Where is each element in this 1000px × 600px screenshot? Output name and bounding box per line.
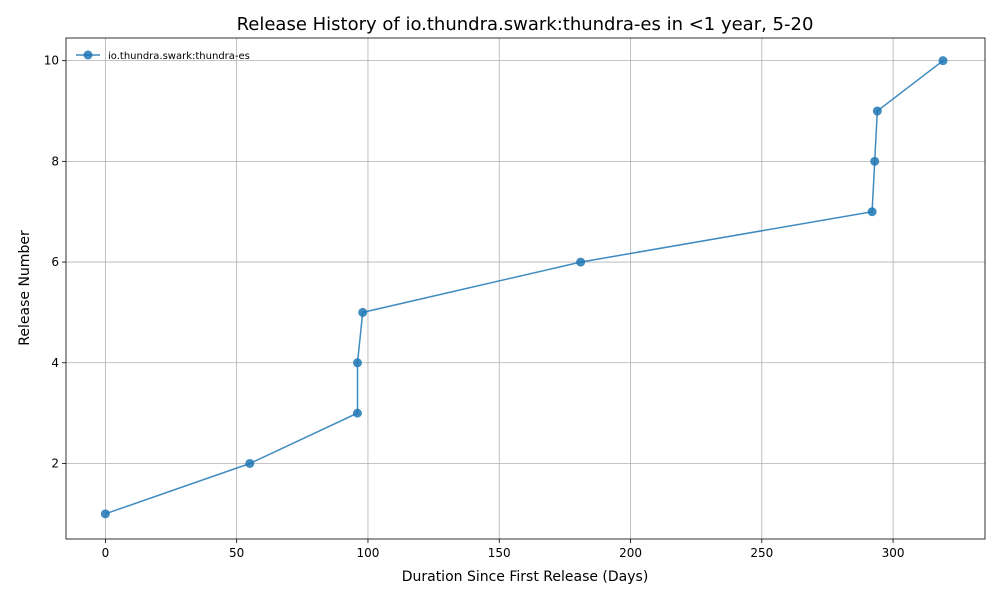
- x-tick-label: 0: [102, 546, 110, 560]
- data-point: [576, 257, 586, 267]
- data-point: [245, 458, 255, 468]
- y-tick-label: 6: [51, 255, 59, 269]
- legend: io.thundra.swark:thundra-es: [76, 50, 250, 62]
- x-tick-label: 150: [488, 546, 511, 560]
- grid: [66, 38, 985, 539]
- data-point: [352, 358, 362, 368]
- x-tick-label: 50: [229, 546, 244, 560]
- plot-frame: [65, 37, 986, 540]
- y-tick-label: 10: [44, 54, 59, 68]
- axes: 0 50 100 150 200 250 300 2 4 6 8 10: [44, 54, 905, 560]
- legend-marker: [83, 50, 93, 60]
- data-point: [870, 156, 880, 166]
- x-tick-label: 200: [619, 546, 642, 560]
- y-tick-label: 2: [51, 456, 59, 470]
- x-tick-label: 300: [882, 546, 905, 560]
- x-tick-label: 250: [750, 546, 773, 560]
- data-point: [352, 408, 362, 418]
- y-axis-title: Release Number: [17, 230, 33, 346]
- series: [100, 56, 948, 519]
- x-tick-label: 100: [357, 546, 380, 560]
- x-axis-title: Duration Since First Release (Days): [402, 569, 649, 585]
- data-point: [100, 509, 110, 519]
- chart-title: Release History of io.thundra.swark:thun…: [237, 14, 814, 35]
- series-line: [105, 60, 944, 515]
- data-point: [867, 207, 877, 217]
- data-point: [938, 56, 948, 66]
- y-tick-label: 8: [51, 154, 59, 168]
- data-point: [872, 106, 882, 116]
- data-point: [358, 307, 368, 317]
- y-tick-label: 4: [51, 356, 59, 370]
- legend-label: io.thundra.swark:thundra-es: [108, 51, 250, 62]
